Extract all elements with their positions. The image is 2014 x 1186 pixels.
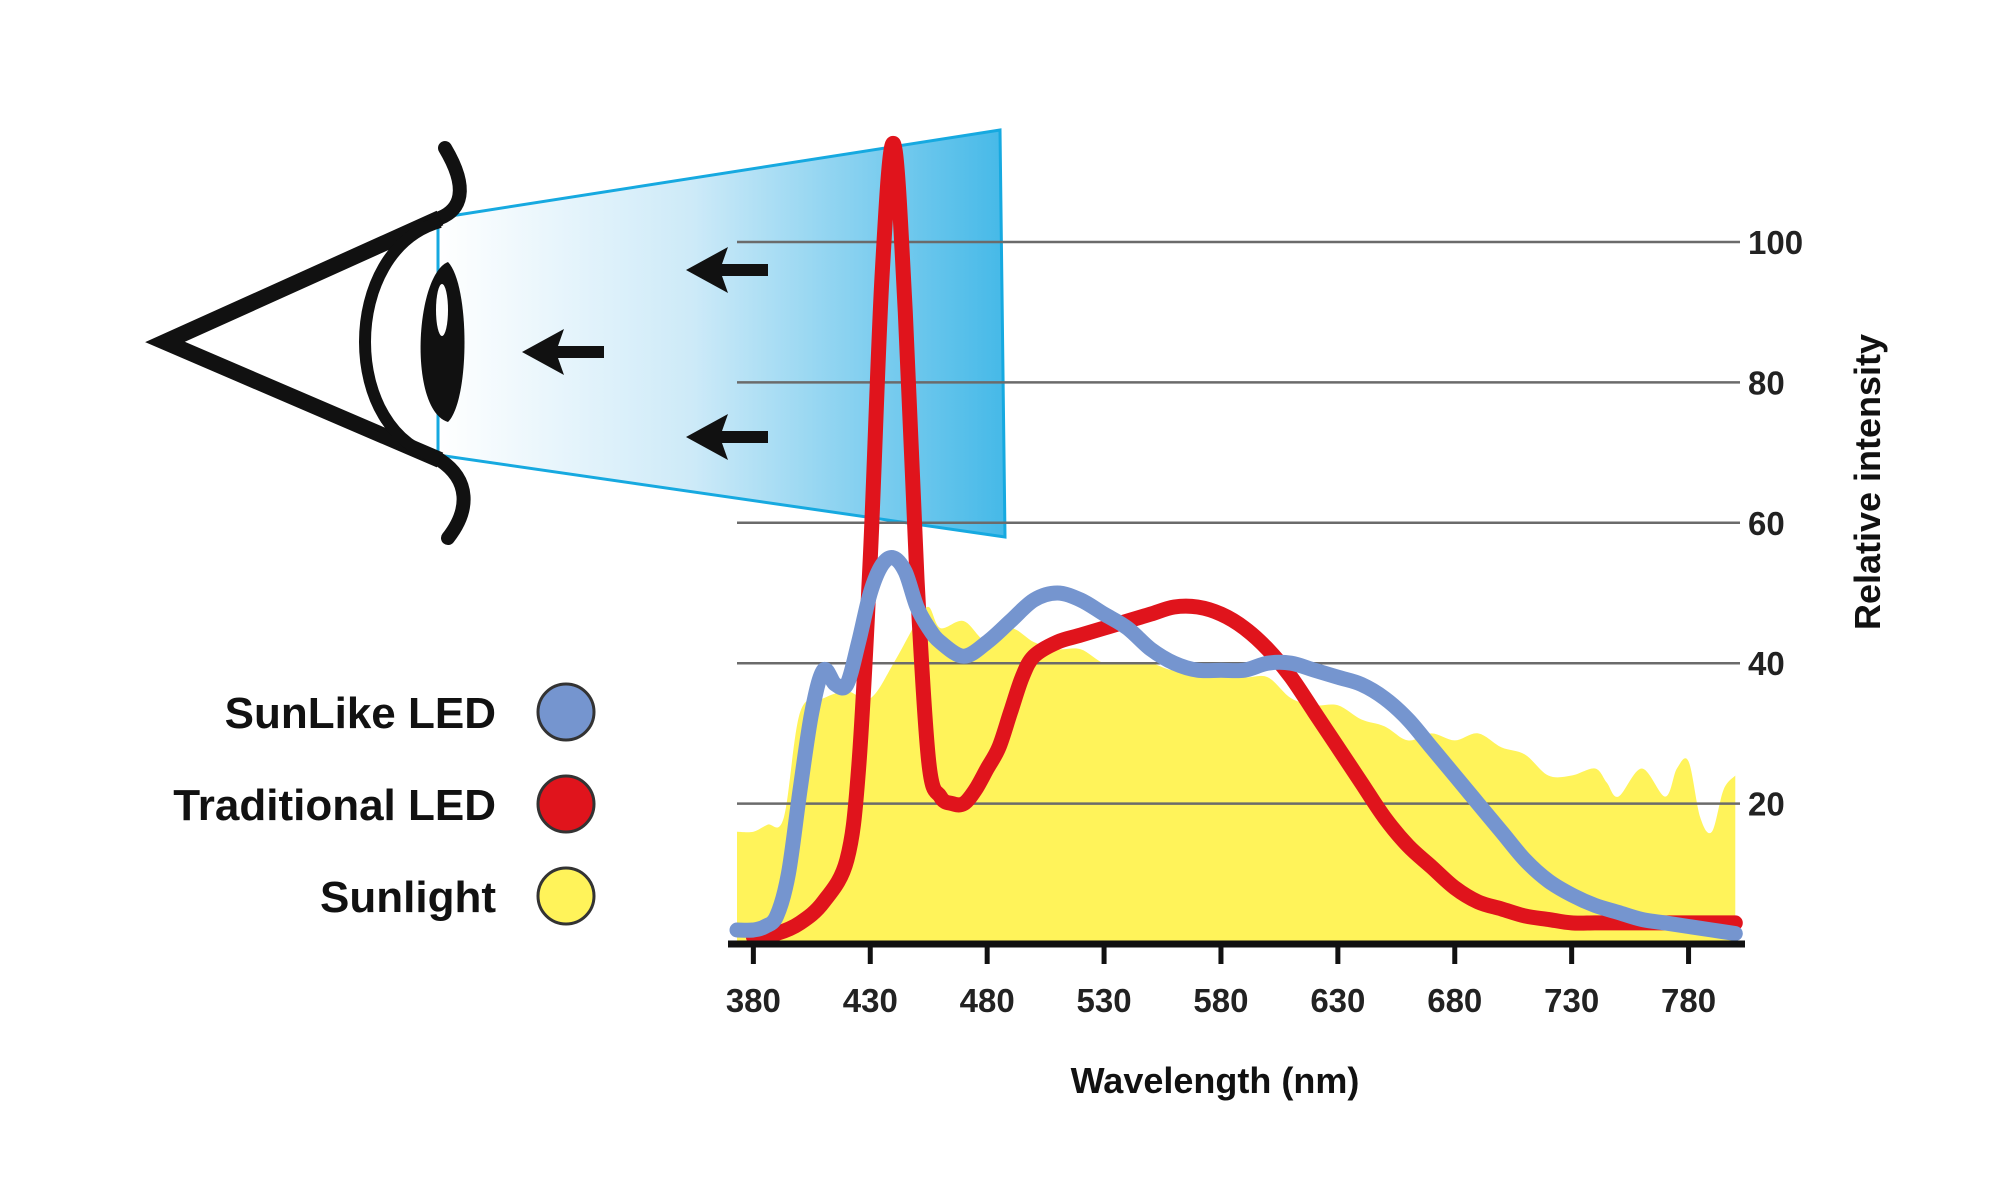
y-tick-label: 20 (1748, 786, 1785, 823)
x-tick-label: 430 (843, 982, 898, 1019)
series-area-sunlight (737, 606, 1736, 944)
eye-icon (145, 141, 471, 545)
series-line-traditional-led (745, 136, 1743, 945)
x-tick-label: 730 (1544, 982, 1599, 1019)
legend-swatch (536, 866, 596, 926)
x-axis-title: Wavelength (nm) (1071, 1060, 1360, 1101)
x-tick-label: 380 (726, 982, 781, 1019)
legend-label: Sunlight (320, 873, 496, 922)
y-axis-title: Relative intensity (1847, 334, 1888, 630)
x-tick-label: 530 (1077, 982, 1132, 1019)
x-tick-label: 580 (1193, 982, 1248, 1019)
left-arrow-icon (522, 329, 604, 375)
left-arrow-icon (686, 247, 768, 293)
x-tick-label: 630 (1310, 982, 1365, 1019)
y-tick-label: 60 (1748, 505, 1785, 542)
legend-swatch (536, 774, 596, 834)
x-tick-label: 780 (1661, 982, 1716, 1019)
x-tick-label: 680 (1427, 982, 1482, 1019)
legend-swatch (536, 682, 596, 742)
legend-label: Traditional LED (173, 781, 496, 830)
plot-area: 20 40 60 80 100 380 430 480 530 580 630 680 730 780 (726, 136, 1803, 1019)
left-arrow-icon (686, 414, 768, 460)
y-tick-label: 40 (1748, 645, 1785, 682)
y-tick-label: 100 (1748, 224, 1803, 261)
legend: SunLike LED Traditional LED Sunlight (173, 682, 596, 926)
legend-label: SunLike LED (225, 689, 496, 738)
y-tick-label: 80 (1748, 364, 1785, 401)
x-tick-label: 480 (960, 982, 1015, 1019)
series-line-sunlike-led (729, 550, 1743, 941)
